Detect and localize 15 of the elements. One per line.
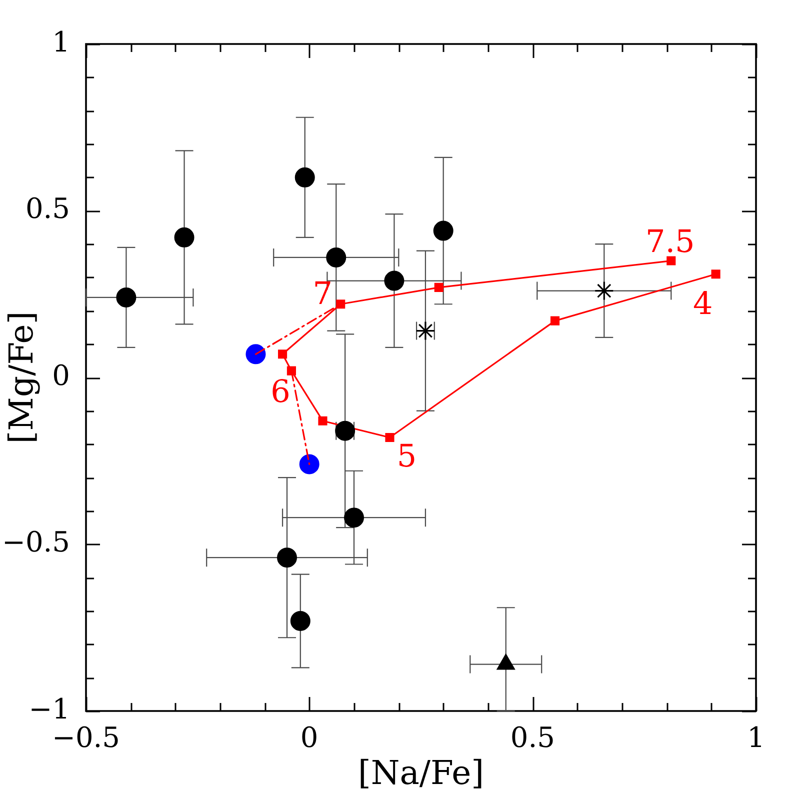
y-tick-label: 0 xyxy=(52,358,70,392)
x-axis-title: [Na/Fe] xyxy=(358,752,484,792)
annotation: 7.5 xyxy=(645,224,695,260)
x-tick-label: 0 xyxy=(300,721,318,754)
y-axis-title: [Mg/Fe] xyxy=(1,311,40,444)
annotation: 5 xyxy=(396,438,417,475)
y-tick-label: −0.5 xyxy=(2,526,70,559)
annotation: 6 xyxy=(270,374,290,410)
y-tick-label: −1 xyxy=(28,692,70,726)
y-tick-label: 1 xyxy=(52,25,70,58)
y-tick-label: 0.5 xyxy=(25,192,70,226)
x-tick-label: 1 xyxy=(747,721,765,754)
x-tick-label: 0.5 xyxy=(510,721,555,754)
annotation: 4 xyxy=(692,286,713,322)
annotation: 7 xyxy=(312,276,332,312)
